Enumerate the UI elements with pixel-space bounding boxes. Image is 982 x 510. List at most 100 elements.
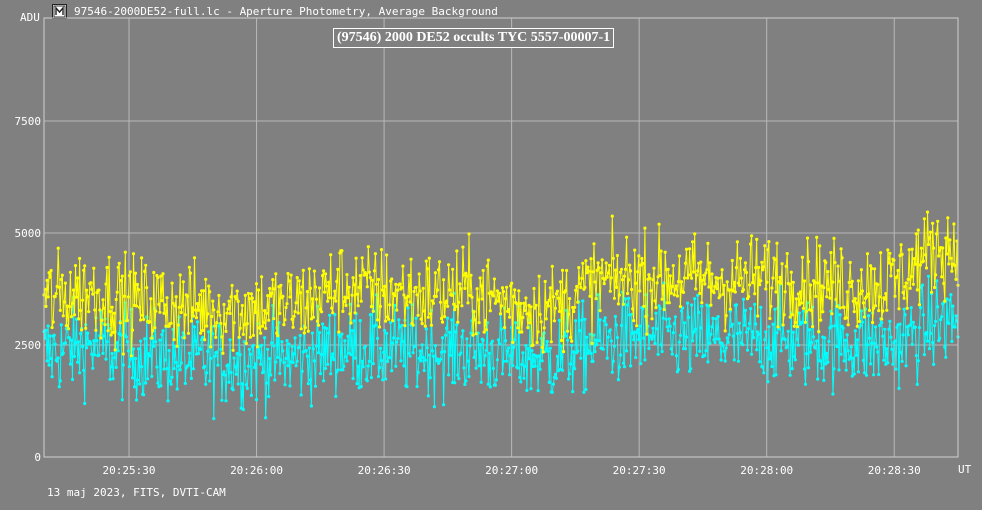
data-point [377,366,382,370]
data-point [204,277,208,281]
data-point [819,318,823,322]
data-point [279,283,283,287]
data-point [930,290,934,294]
data-point [783,338,787,342]
data-point [299,327,303,331]
data-point [193,339,198,343]
data-point [208,290,212,294]
data-point [278,371,282,376]
data-point [581,261,585,265]
data-point [703,354,707,358]
data-point [126,349,130,353]
data-point [505,285,509,289]
data-point [447,373,451,377]
data-point [858,292,863,296]
y-tick-label: 7500 [15,115,42,128]
data-point [735,240,740,244]
data-point [927,347,932,351]
data-point [518,375,522,380]
data-point [627,278,631,282]
data-point [900,252,904,256]
data-point [45,359,49,363]
data-point [201,335,205,339]
data-point [322,269,326,273]
data-point [424,327,428,331]
data-point [677,340,682,344]
data-point [731,334,735,338]
data-point [167,324,171,328]
data-point [128,270,132,274]
data-point [414,316,418,320]
data-point [133,356,138,361]
data-point [644,314,648,319]
data-point [625,349,629,353]
x-tick-label: 20:26:30 [358,464,411,477]
data-point [669,291,673,295]
data-point [291,360,295,365]
data-point [808,328,812,332]
data-point [856,370,861,374]
data-point [478,343,482,347]
data-point [801,306,806,310]
data-point [206,312,210,316]
data-point [647,273,651,277]
data-point [895,275,899,279]
data-point [375,318,380,322]
data-point [705,268,709,272]
data-point [473,350,477,354]
data-point [361,365,365,369]
data-point [724,346,728,350]
data-point [85,346,89,350]
data-point [367,359,371,363]
data-point [301,268,305,272]
data-point [571,390,575,394]
data-point [348,312,352,316]
data-point [493,383,497,387]
data-point [652,334,656,338]
data-point [388,356,392,360]
app-icon[interactable] [52,4,67,19]
data-point [774,290,778,294]
data-point [179,310,183,315]
data-point [344,355,348,359]
data-point [748,322,752,326]
data-point [743,308,748,312]
data-point [340,249,344,253]
data-point [753,302,757,306]
data-point [283,318,287,322]
data-point [108,309,112,314]
data-point [383,328,387,333]
data-point [833,260,837,265]
data-point [442,403,446,407]
data-point [350,329,354,333]
data-point [196,351,201,356]
data-point [579,285,583,290]
data-point [496,338,501,342]
data-point [757,265,761,270]
data-point [540,359,544,363]
data-point [334,299,338,303]
data-point [244,383,248,387]
data-point [257,326,262,330]
data-point [248,352,252,356]
data-point [333,312,337,317]
data-point [940,275,944,279]
footer-caption: 13 maj 2023, FITS, DVTI-CAM [47,486,226,499]
data-point [89,341,93,345]
data-point [601,347,605,351]
data-point [396,288,400,292]
data-point [887,261,891,265]
data-point [435,288,440,292]
data-point [466,359,470,363]
data-point [120,274,124,278]
data-point [559,344,564,348]
data-point [589,351,593,355]
data-point [591,270,595,274]
data-point [675,294,680,298]
data-point [479,380,483,384]
data-point [219,321,223,326]
data-point [51,320,55,324]
data-point [870,267,874,271]
data-point [59,323,63,327]
data-point [789,270,793,274]
